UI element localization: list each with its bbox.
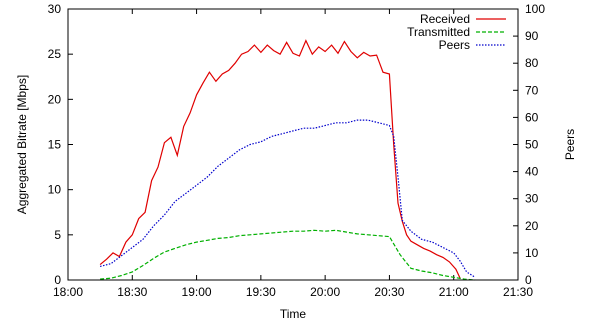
legend-label: Transmitted (407, 25, 470, 39)
x-tick-label: 21:00 (439, 285, 469, 299)
y2-tick-label: 50 (525, 138, 539, 152)
y2-axis-ticks: 0 10 20 30 40 50 60 70 80 90 100 (513, 2, 545, 287)
y-axis-ticks: 0 5 10 15 20 25 30 (48, 2, 73, 287)
series-peers-line (99, 119, 476, 278)
y2-tick-label: 90 (525, 29, 539, 43)
y2-tick-label: 80 (525, 56, 539, 70)
series-layer (99, 39, 476, 281)
y-tick-label: 20 (48, 92, 62, 106)
x-axis-title: Time (280, 307, 307, 321)
x-tick-label: 18:00 (53, 285, 83, 299)
y-tick-label: 30 (48, 2, 62, 16)
y2-tick-label: 0 (525, 273, 532, 287)
x-tick-label: 19:30 (246, 285, 276, 299)
y-tick-label: 10 (48, 183, 62, 197)
series-transmitted-line (100, 229, 476, 281)
plot-frame (67, 8, 519, 281)
x-tick-label: 19:00 (182, 285, 212, 299)
y2-tick-label: 30 (525, 192, 539, 206)
x-tick-label: 20:00 (310, 285, 340, 299)
y-axis-title: Aggregated Bitrate [Mbps] (15, 75, 29, 214)
x-tick-label: 18:30 (117, 285, 147, 299)
series-received-line (99, 39, 461, 279)
x-tick-label: 20:30 (374, 285, 404, 299)
y2-tick-label: 20 (525, 219, 539, 233)
legend-label: Received (420, 12, 470, 26)
y2-tick-label: 40 (525, 165, 539, 179)
y-tick-label: 5 (54, 228, 61, 242)
x-tick-label: 21:30 (503, 285, 533, 299)
x-axis-ticks: 18:00 18:30 19:00 19:30 20:00 20:30 21:00 21:30 (53, 9, 533, 299)
y-tick-label: 15 (48, 138, 62, 152)
y2-tick-label: 100 (525, 2, 545, 16)
y2-tick-label: 70 (525, 83, 539, 97)
y2-axis-title: Peers (563, 129, 577, 160)
y-tick-label: 25 (48, 47, 62, 61)
y2-tick-label: 10 (525, 246, 539, 260)
y-tick-label: 0 (54, 273, 61, 287)
y2-tick-label: 60 (525, 110, 539, 124)
legend-label: Peers (439, 38, 470, 52)
